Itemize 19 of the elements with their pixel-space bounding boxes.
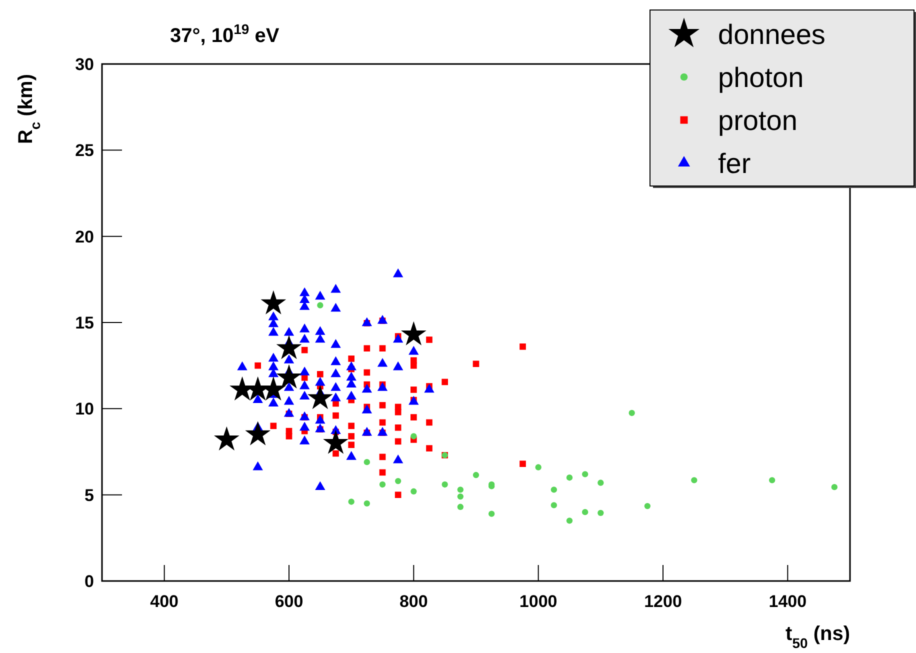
x-tick-label: 1400 (768, 592, 807, 611)
x-tick-label: 800 (399, 592, 428, 611)
y-tick-label: 20 (75, 227, 94, 246)
y-tick-label: 25 (75, 141, 94, 160)
x-axis-title: t$_{50}$ (ns) (786, 623, 850, 651)
legend-label: donnees (718, 19, 826, 50)
legend-label: fer (718, 148, 751, 179)
legend-label: proton (718, 105, 798, 136)
y-tick-label: 0 (84, 572, 94, 591)
y-tick-label: 5 (84, 486, 94, 505)
y-tick-label: 15 (75, 314, 94, 332)
x-tick-label: 600 (274, 592, 304, 611)
x-tick-label: 1000 (519, 592, 558, 611)
y-tick-label: 10 (75, 400, 94, 419)
x-tick-label: 400 (150, 592, 179, 611)
x-tick-label: 1200 (644, 592, 682, 611)
y-tick-label: 30 (75, 55, 94, 74)
chart-title: 37°, 10$^{19}$ eV (170, 21, 280, 47)
legend-label: photon (718, 62, 804, 93)
